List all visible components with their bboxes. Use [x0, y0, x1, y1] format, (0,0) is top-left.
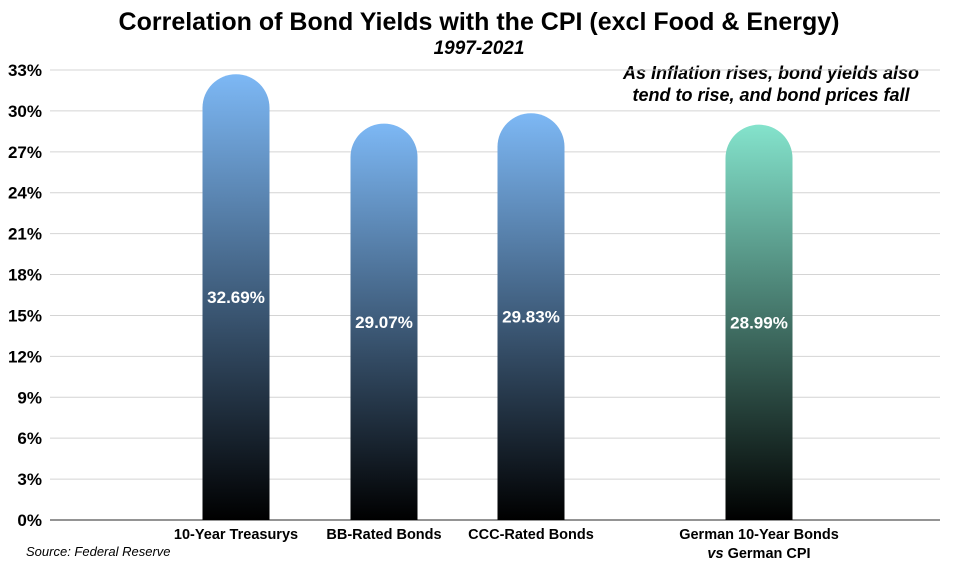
y-tick-label: 30% [8, 102, 42, 121]
category-label: vs German CPI [707, 546, 810, 562]
source-note: Source: Federal Reserve [26, 544, 171, 559]
annotation-line-1: As Inflation rises, bond yields also [622, 63, 920, 83]
label-layer: 0% 3% 6% 9% 12% 15% 18% 21% 24% 27% 30% 33% 32.69% 10… [8, 61, 839, 562]
category-label: 10-Year Treasurys [174, 527, 298, 543]
y-tick-label: 0% [17, 511, 42, 530]
bar [497, 113, 565, 521]
chart-title: Correlation of Bond Yields with the CPI … [118, 8, 840, 36]
y-tick-label: 21% [8, 225, 42, 244]
y-tick-label: 18% [8, 266, 42, 285]
y-tick-label: 15% [8, 306, 42, 325]
category-label: German 10-Year Bonds [679, 527, 839, 543]
category-label: CCC-Rated Bonds [468, 527, 594, 543]
chart-subtitle: 1997-2021 [433, 38, 525, 59]
y-tick-label: 6% [17, 429, 42, 448]
data-label: 29.83% [502, 308, 560, 327]
y-tick-label: 27% [8, 143, 42, 162]
category-label: BB-Rated Bonds [326, 527, 441, 543]
data-label: 32.69% [207, 288, 265, 307]
y-tick-label: 9% [17, 388, 42, 407]
bar [202, 74, 270, 521]
bar [350, 123, 418, 520]
y-tick-label: 3% [17, 470, 42, 489]
bar-layer [202, 74, 793, 521]
data-label: 29.07% [355, 313, 413, 332]
chart-annotation: As Inflation rises, bond yields also ten… [606, 62, 936, 106]
y-tick-label: 24% [8, 184, 42, 203]
grid-layer [50, 69, 940, 521]
annotation-line-2: tend to rise, and bond prices fall [632, 85, 910, 105]
y-tick-label: 33% [8, 61, 42, 80]
data-label: 28.99% [730, 313, 788, 332]
y-tick-label: 12% [8, 347, 42, 366]
bar [725, 124, 793, 520]
